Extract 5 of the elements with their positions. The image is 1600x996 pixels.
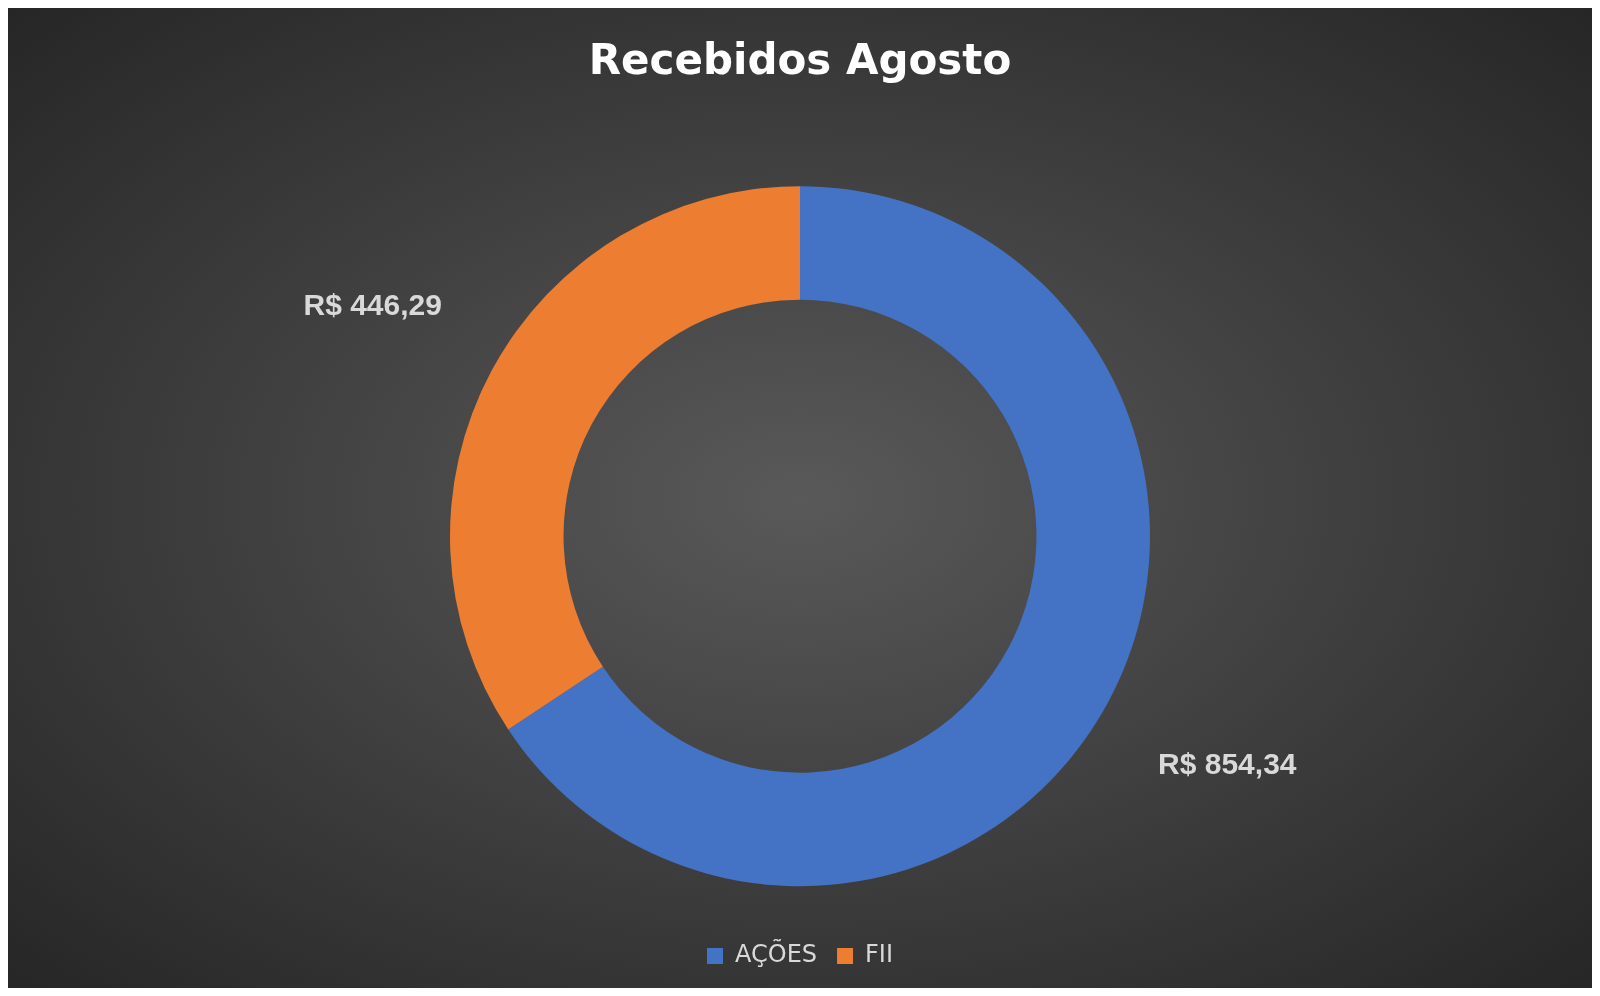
legend-label: FII (865, 940, 894, 969)
data-label: R$ 854,34 (1158, 746, 1297, 780)
legend-label: AÇÕES (735, 938, 818, 969)
data-label: R$ 446,29 (303, 288, 442, 322)
chart-title: Recebidos Agosto (588, 35, 1012, 85)
